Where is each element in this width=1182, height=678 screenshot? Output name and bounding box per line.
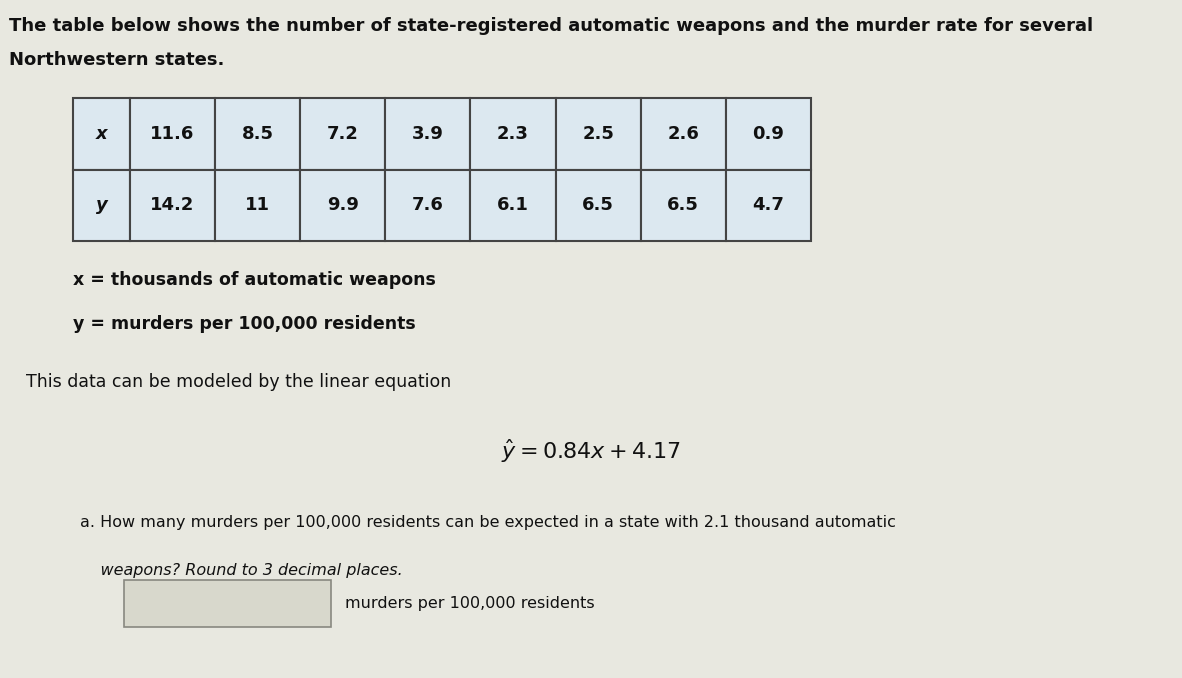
Text: 11: 11 — [245, 196, 271, 214]
Bar — [73, 98, 130, 170]
Text: 14.2: 14.2 — [150, 196, 195, 214]
Text: 6.1: 6.1 — [498, 196, 528, 214]
Bar — [641, 170, 726, 241]
Text: y = murders per 100,000 residents: y = murders per 100,000 residents — [73, 315, 416, 334]
Bar — [130, 170, 215, 241]
Text: 4.7: 4.7 — [753, 196, 784, 214]
Bar — [300, 98, 385, 170]
Text: 3.9: 3.9 — [413, 125, 443, 143]
Text: x: x — [96, 125, 108, 143]
Text: 6.5: 6.5 — [668, 196, 699, 214]
Text: Northwestern states.: Northwestern states. — [9, 51, 225, 69]
Text: The table below shows the number of state-registered automatic weapons and the m: The table below shows the number of stat… — [9, 17, 1093, 35]
Text: x = thousands of automatic weapons: x = thousands of automatic weapons — [73, 271, 436, 290]
Text: y: y — [96, 196, 108, 214]
Bar — [215, 170, 300, 241]
Bar — [124, 580, 331, 627]
Bar — [726, 170, 811, 241]
Bar — [130, 98, 215, 170]
Bar — [385, 170, 470, 241]
Bar — [556, 98, 641, 170]
Text: 11.6: 11.6 — [150, 125, 195, 143]
Text: 7.6: 7.6 — [413, 196, 443, 214]
Text: This data can be modeled by the linear equation: This data can be modeled by the linear e… — [26, 373, 452, 391]
Bar — [726, 98, 811, 170]
Text: murders per 100,000 residents: murders per 100,000 residents — [345, 596, 595, 611]
Text: weapons? Round to 3 decimal places.: weapons? Round to 3 decimal places. — [80, 563, 403, 578]
Bar — [470, 170, 556, 241]
Text: 8.5: 8.5 — [241, 125, 274, 143]
Text: 0.9: 0.9 — [753, 125, 784, 143]
Text: 2.6: 2.6 — [668, 125, 699, 143]
Text: 6.5: 6.5 — [583, 196, 613, 214]
Text: 9.9: 9.9 — [327, 196, 358, 214]
Bar — [73, 170, 130, 241]
Bar — [300, 170, 385, 241]
Bar — [215, 98, 300, 170]
Bar — [556, 170, 641, 241]
Text: 7.2: 7.2 — [327, 125, 358, 143]
Bar — [385, 98, 470, 170]
Text: $\hat{y} = 0.84x + 4.17$: $\hat{y} = 0.84x + 4.17$ — [501, 437, 681, 465]
Text: 2.3: 2.3 — [498, 125, 528, 143]
Bar — [470, 98, 556, 170]
Text: a. How many murders per 100,000 residents can be expected in a state with 2.1 th: a. How many murders per 100,000 resident… — [80, 515, 896, 530]
Text: 2.5: 2.5 — [583, 125, 613, 143]
Bar — [641, 98, 726, 170]
